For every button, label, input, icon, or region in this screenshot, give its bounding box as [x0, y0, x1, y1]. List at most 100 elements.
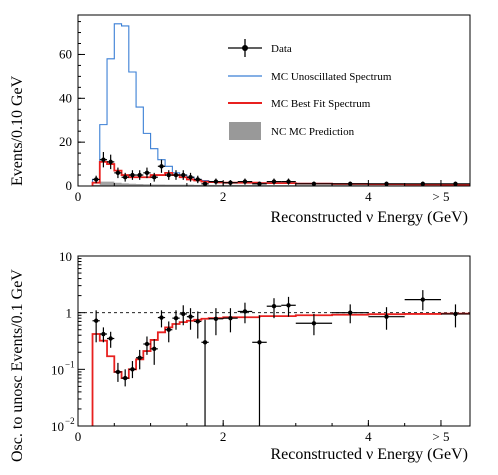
- data-point-marker: [348, 181, 353, 187]
- data-point-marker: [228, 180, 233, 185]
- ratio-point-marker: [188, 314, 193, 319]
- ratio-point-marker: [144, 341, 150, 347]
- ratio-data-point: [107, 331, 115, 348]
- ratio-point-marker: [384, 314, 389, 319]
- bottom-x-axis-title: Reconstructed ν Energy (GeV): [270, 446, 468, 463]
- legend-entry: MC Best Fit Spectrum: [228, 98, 371, 110]
- ratio-data-point: [136, 349, 144, 370]
- bottom-plot-area: [78, 290, 470, 426]
- ratio-point-marker: [242, 309, 248, 314]
- legend-box-swatch: [229, 122, 261, 140]
- ratio-data-point: [208, 308, 224, 336]
- top-panel: 0 2 4 > 5 0 20 40 60 Reconstructed ν Energy (Ge…: [9, 14, 471, 226]
- data-point: [440, 181, 470, 187]
- data-point: [150, 172, 158, 182]
- data-point: [136, 170, 144, 180]
- y-tick-label: 10: [51, 419, 64, 434]
- data-point: [128, 170, 137, 180]
- data-point-marker: [188, 175, 193, 180]
- top-y-axis-title: Events/0.10 GeV: [9, 75, 26, 186]
- ratio-point-marker: [130, 367, 135, 372]
- ratio-data-point: [223, 308, 238, 333]
- top-x-axis-title: Reconstructed ν Energy (GeV): [270, 209, 468, 226]
- ratio-data-point: [281, 296, 296, 317]
- ratio-point-marker: [420, 297, 426, 302]
- ratio-data-point: [165, 321, 173, 343]
- data-point: [172, 170, 180, 180]
- y-tick-exponent: −1: [65, 359, 75, 369]
- ratio-point-marker: [271, 304, 277, 309]
- ratio-data-point: [252, 315, 267, 426]
- data-point: [201, 181, 209, 187]
- legend-data-marker: [242, 45, 248, 51]
- ratio-point-marker: [181, 311, 186, 317]
- ratio-data-point: [186, 308, 195, 330]
- ratio-data-point: [404, 290, 441, 311]
- x-tick-label: 4: [365, 189, 372, 204]
- data-point-marker: [173, 172, 179, 178]
- data-point: [295, 181, 333, 187]
- data-point: [223, 180, 238, 186]
- ratio-data-point: [368, 307, 405, 330]
- ratio-point-marker: [173, 315, 179, 321]
- ratio-data-point: [121, 369, 129, 387]
- ratio-data-point: [266, 298, 282, 319]
- ratio-data-point: [143, 336, 151, 355]
- data-point-marker: [202, 181, 208, 187]
- y-tick-label: 0: [66, 178, 73, 193]
- bottom-y-axis-title: Osc. to unosc Events/0.1 GeV: [9, 269, 26, 462]
- ratio-data-point: [172, 310, 180, 330]
- data-point-marker: [242, 179, 248, 184]
- ratio-point-marker: [257, 340, 262, 345]
- ratio-data-point: [440, 304, 470, 328]
- legend-label: NC MC Prediction: [271, 126, 355, 138]
- ratio-data-point: [99, 327, 108, 343]
- data-point: [194, 175, 202, 184]
- data-point-marker: [420, 181, 426, 187]
- data-point: [186, 172, 195, 182]
- data-point-marker: [271, 179, 277, 184]
- y-tick-label: 40: [59, 90, 72, 105]
- legend-label: MC Best Fit Spectrum: [271, 98, 371, 110]
- x-tick-label: > 5: [432, 189, 449, 204]
- x-tick-label: > 5: [432, 429, 449, 444]
- x-tick-label: 2: [220, 189, 227, 204]
- data-point: [281, 178, 296, 185]
- bottom-plot-frame: [77, 255, 471, 427]
- ratio-point-marker: [286, 303, 291, 308]
- ratio-point-marker: [93, 318, 99, 323]
- data-point: [143, 167, 151, 179]
- ratio-point-marker: [213, 316, 219, 321]
- ratio-point-marker: [202, 340, 208, 345]
- ratio-data-point: [150, 339, 158, 365]
- ratio-data-point: [92, 310, 100, 343]
- data-point-marker: [144, 170, 150, 176]
- data-point-marker: [213, 179, 219, 184]
- data-point: [99, 152, 108, 168]
- data-point-marker: [286, 179, 291, 184]
- ratio-point-marker: [228, 315, 233, 321]
- ratio-point-marker: [137, 355, 142, 360]
- data-point-marker: [311, 181, 317, 187]
- ratio-data-point: [179, 305, 187, 326]
- y-tick-label: 10: [51, 362, 64, 377]
- data-point-marker: [137, 172, 142, 178]
- ratio-data-point: [332, 304, 369, 324]
- ratio-point-marker: [348, 310, 353, 315]
- data-point: [208, 178, 224, 185]
- data-point: [179, 170, 187, 180]
- data-point: [165, 170, 173, 180]
- data-point-marker: [115, 170, 121, 176]
- data-point-marker: [93, 177, 99, 182]
- data-point-marker: [181, 172, 186, 178]
- data-point-marker: [152, 175, 157, 180]
- best-fit-ratio-line: [91, 312, 470, 426]
- y-tick-label: 60: [59, 46, 72, 61]
- data-point-marker: [122, 175, 128, 180]
- data-point: [266, 178, 282, 185]
- ratio-point-marker: [311, 321, 317, 326]
- data-point-marker: [130, 172, 135, 178]
